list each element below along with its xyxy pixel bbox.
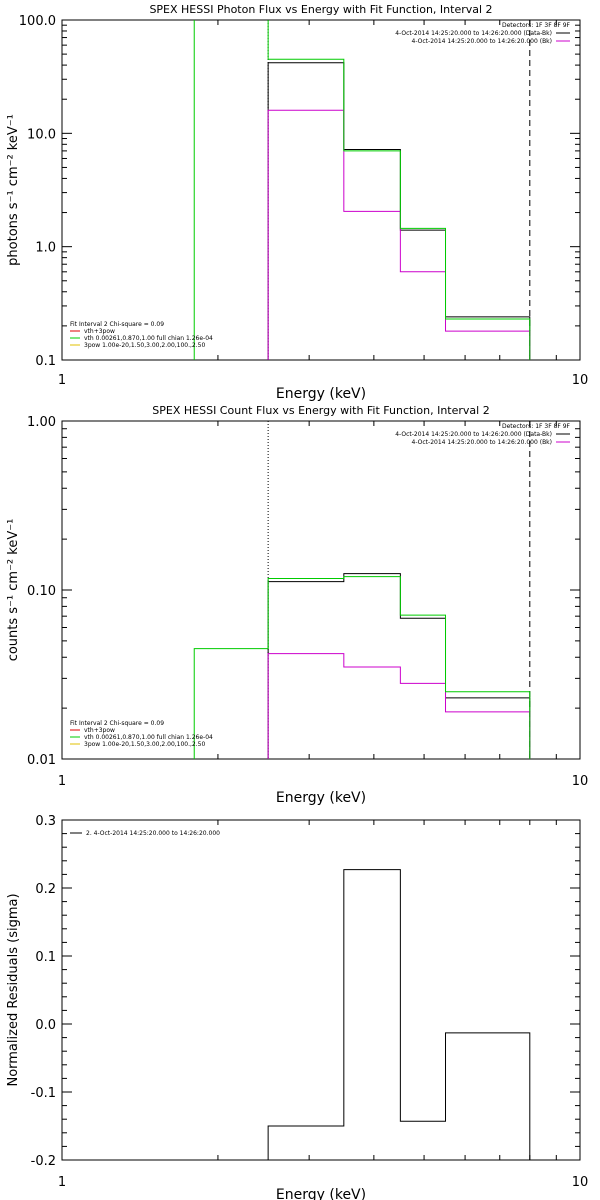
x-tick-label: 10 bbox=[572, 774, 589, 789]
y-tick-label: -0.2 bbox=[31, 1154, 56, 1169]
series-group bbox=[267, 869, 531, 1160]
legend-title: Detectors: 1F 3F 8F 9F bbox=[502, 423, 571, 430]
legend-entry-text: 4-Oct-2014 14:25:20.000 to 14:26:20.000 … bbox=[395, 30, 552, 37]
panel-2: SPEX HESSI Count Flux vs Energy with Fit… bbox=[6, 404, 588, 806]
legend-entry-text: 4-Oct-2014 14:25:20.000 to 14:26:20.000 … bbox=[412, 439, 553, 446]
x-tick-label: 1 bbox=[58, 373, 66, 388]
y-tick-label: 0.3 bbox=[35, 814, 56, 829]
x-tick-label: 1 bbox=[58, 774, 66, 789]
y-tick-label: 0.10 bbox=[27, 584, 56, 599]
x-axis: 1 10 bbox=[58, 20, 588, 388]
y-tick-label: 0.1 bbox=[35, 354, 56, 369]
plot-frame bbox=[61, 819, 581, 1161]
legend-entry-text: 2. 4-Oct-2014 14:25:20.000 to 14:26:20.0… bbox=[86, 830, 220, 837]
legend-entry-text: vth+3pow bbox=[84, 727, 115, 734]
legend-entry-text: vth 0.00261,0.870,1.00 full chian 1.26e-… bbox=[84, 734, 213, 741]
series-vth-3pow bbox=[193, 576, 531, 759]
legend-entry-text: vth+3pow bbox=[84, 328, 115, 335]
y-tick-label: 0.1 bbox=[35, 950, 56, 965]
legend-bottom-left: Fit Interval 2 Chi-square = 0.09vth+3pow… bbox=[70, 720, 213, 748]
x-tick-label: 10 bbox=[572, 373, 589, 388]
legend-top-right: Detectors: 1F 3F 8F 9F4-Oct-2014 14:25:2… bbox=[395, 22, 570, 45]
legend-entry-text: 3pow 1.00e-20,1.50,3.00,2.00,100.,2.50 bbox=[84, 342, 205, 349]
y-tick-label: 1.0 bbox=[35, 241, 56, 256]
legend-title: Fit Interval 2 Chi-square = 0.09 bbox=[70, 321, 164, 328]
y-axis-label: photons s⁻¹ cm⁻² keV⁻¹ bbox=[6, 114, 21, 266]
series-bk bbox=[267, 653, 531, 759]
series-group bbox=[193, 573, 531, 759]
series-vth-3pow bbox=[193, 20, 531, 360]
legend-entry-text: 3pow 1.00e-20,1.50,3.00,2.00,100.,2.50 bbox=[84, 741, 205, 748]
y-tick-label: 0.0 bbox=[35, 1018, 56, 1033]
series-data-bk bbox=[267, 62, 531, 360]
y-tick-label: 0.01 bbox=[27, 753, 56, 768]
y-tick-label: 1.00 bbox=[27, 415, 56, 430]
legend-entry-text: vth 0.00261,0.870,1.00 full chian 1.26e-… bbox=[84, 335, 213, 342]
legend-top-left: 2. 4-Oct-2014 14:25:20.000 to 14:26:20.0… bbox=[70, 830, 220, 837]
y-tick-label: 10.0 bbox=[27, 127, 56, 142]
panel-3: 1 10 Energy (keV) -0.2 -0.1 0.0 0.1 0.2 0.3 Norma… bbox=[6, 814, 588, 1200]
y-axis: 0.1 1.0 10.0 100.0 bbox=[19, 14, 580, 369]
legend-bottom-left: Fit Interval 2 Chi-square = 0.09vth+3pow… bbox=[70, 321, 213, 349]
y-tick-label: 100.0 bbox=[19, 14, 56, 29]
y-tick-label: 0.2 bbox=[35, 882, 56, 897]
legend-entry-text: 4-Oct-2014 14:25:20.000 to 14:26:20.000 … bbox=[395, 431, 552, 438]
plot-frame bbox=[61, 420, 581, 760]
y-axis: -0.2 -0.1 0.0 0.1 0.2 0.3 bbox=[31, 814, 580, 1169]
panel-1: SPEX HESSI Photon Flux vs Energy with Fi… bbox=[6, 3, 588, 402]
y-axis-label: counts s⁻¹ cm⁻² keV⁻¹ bbox=[6, 519, 21, 662]
chart-title: SPEX HESSI Photon Flux vs Energy with Fi… bbox=[149, 3, 492, 16]
x-axis-label: Energy (keV) bbox=[276, 386, 366, 402]
legend-top-right: Detectors: 1F 3F 8F 9F4-Oct-2014 14:25:2… bbox=[395, 423, 570, 446]
y-tick-label: -0.1 bbox=[31, 1086, 56, 1101]
x-tick-label: 1 bbox=[58, 1175, 66, 1190]
y-axis: 0.01 0.10 1.00 bbox=[27, 415, 580, 768]
legend-title: Detectors: 1F 3F 8F 9F bbox=[502, 22, 571, 29]
series-residuals bbox=[267, 869, 531, 1160]
x-axis-label: Energy (keV) bbox=[276, 1187, 366, 1200]
x-tick-label: 10 bbox=[572, 1175, 589, 1190]
legend-entry-text: 4-Oct-2014 14:25:20.000 to 14:26:20.000 … bbox=[412, 38, 553, 45]
series-group bbox=[193, 20, 531, 360]
y-axis-label: Normalized Residuals (sigma) bbox=[6, 893, 21, 1086]
x-axis-label: Energy (keV) bbox=[276, 790, 366, 806]
chart-title: SPEX HESSI Count Flux vs Energy with Fit… bbox=[152, 404, 489, 417]
series-bk bbox=[267, 109, 531, 360]
legend-title: Fit Interval 2 Chi-square = 0.09 bbox=[70, 720, 164, 727]
plot-frame bbox=[61, 19, 581, 361]
x-axis: 1 10 bbox=[58, 820, 588, 1190]
